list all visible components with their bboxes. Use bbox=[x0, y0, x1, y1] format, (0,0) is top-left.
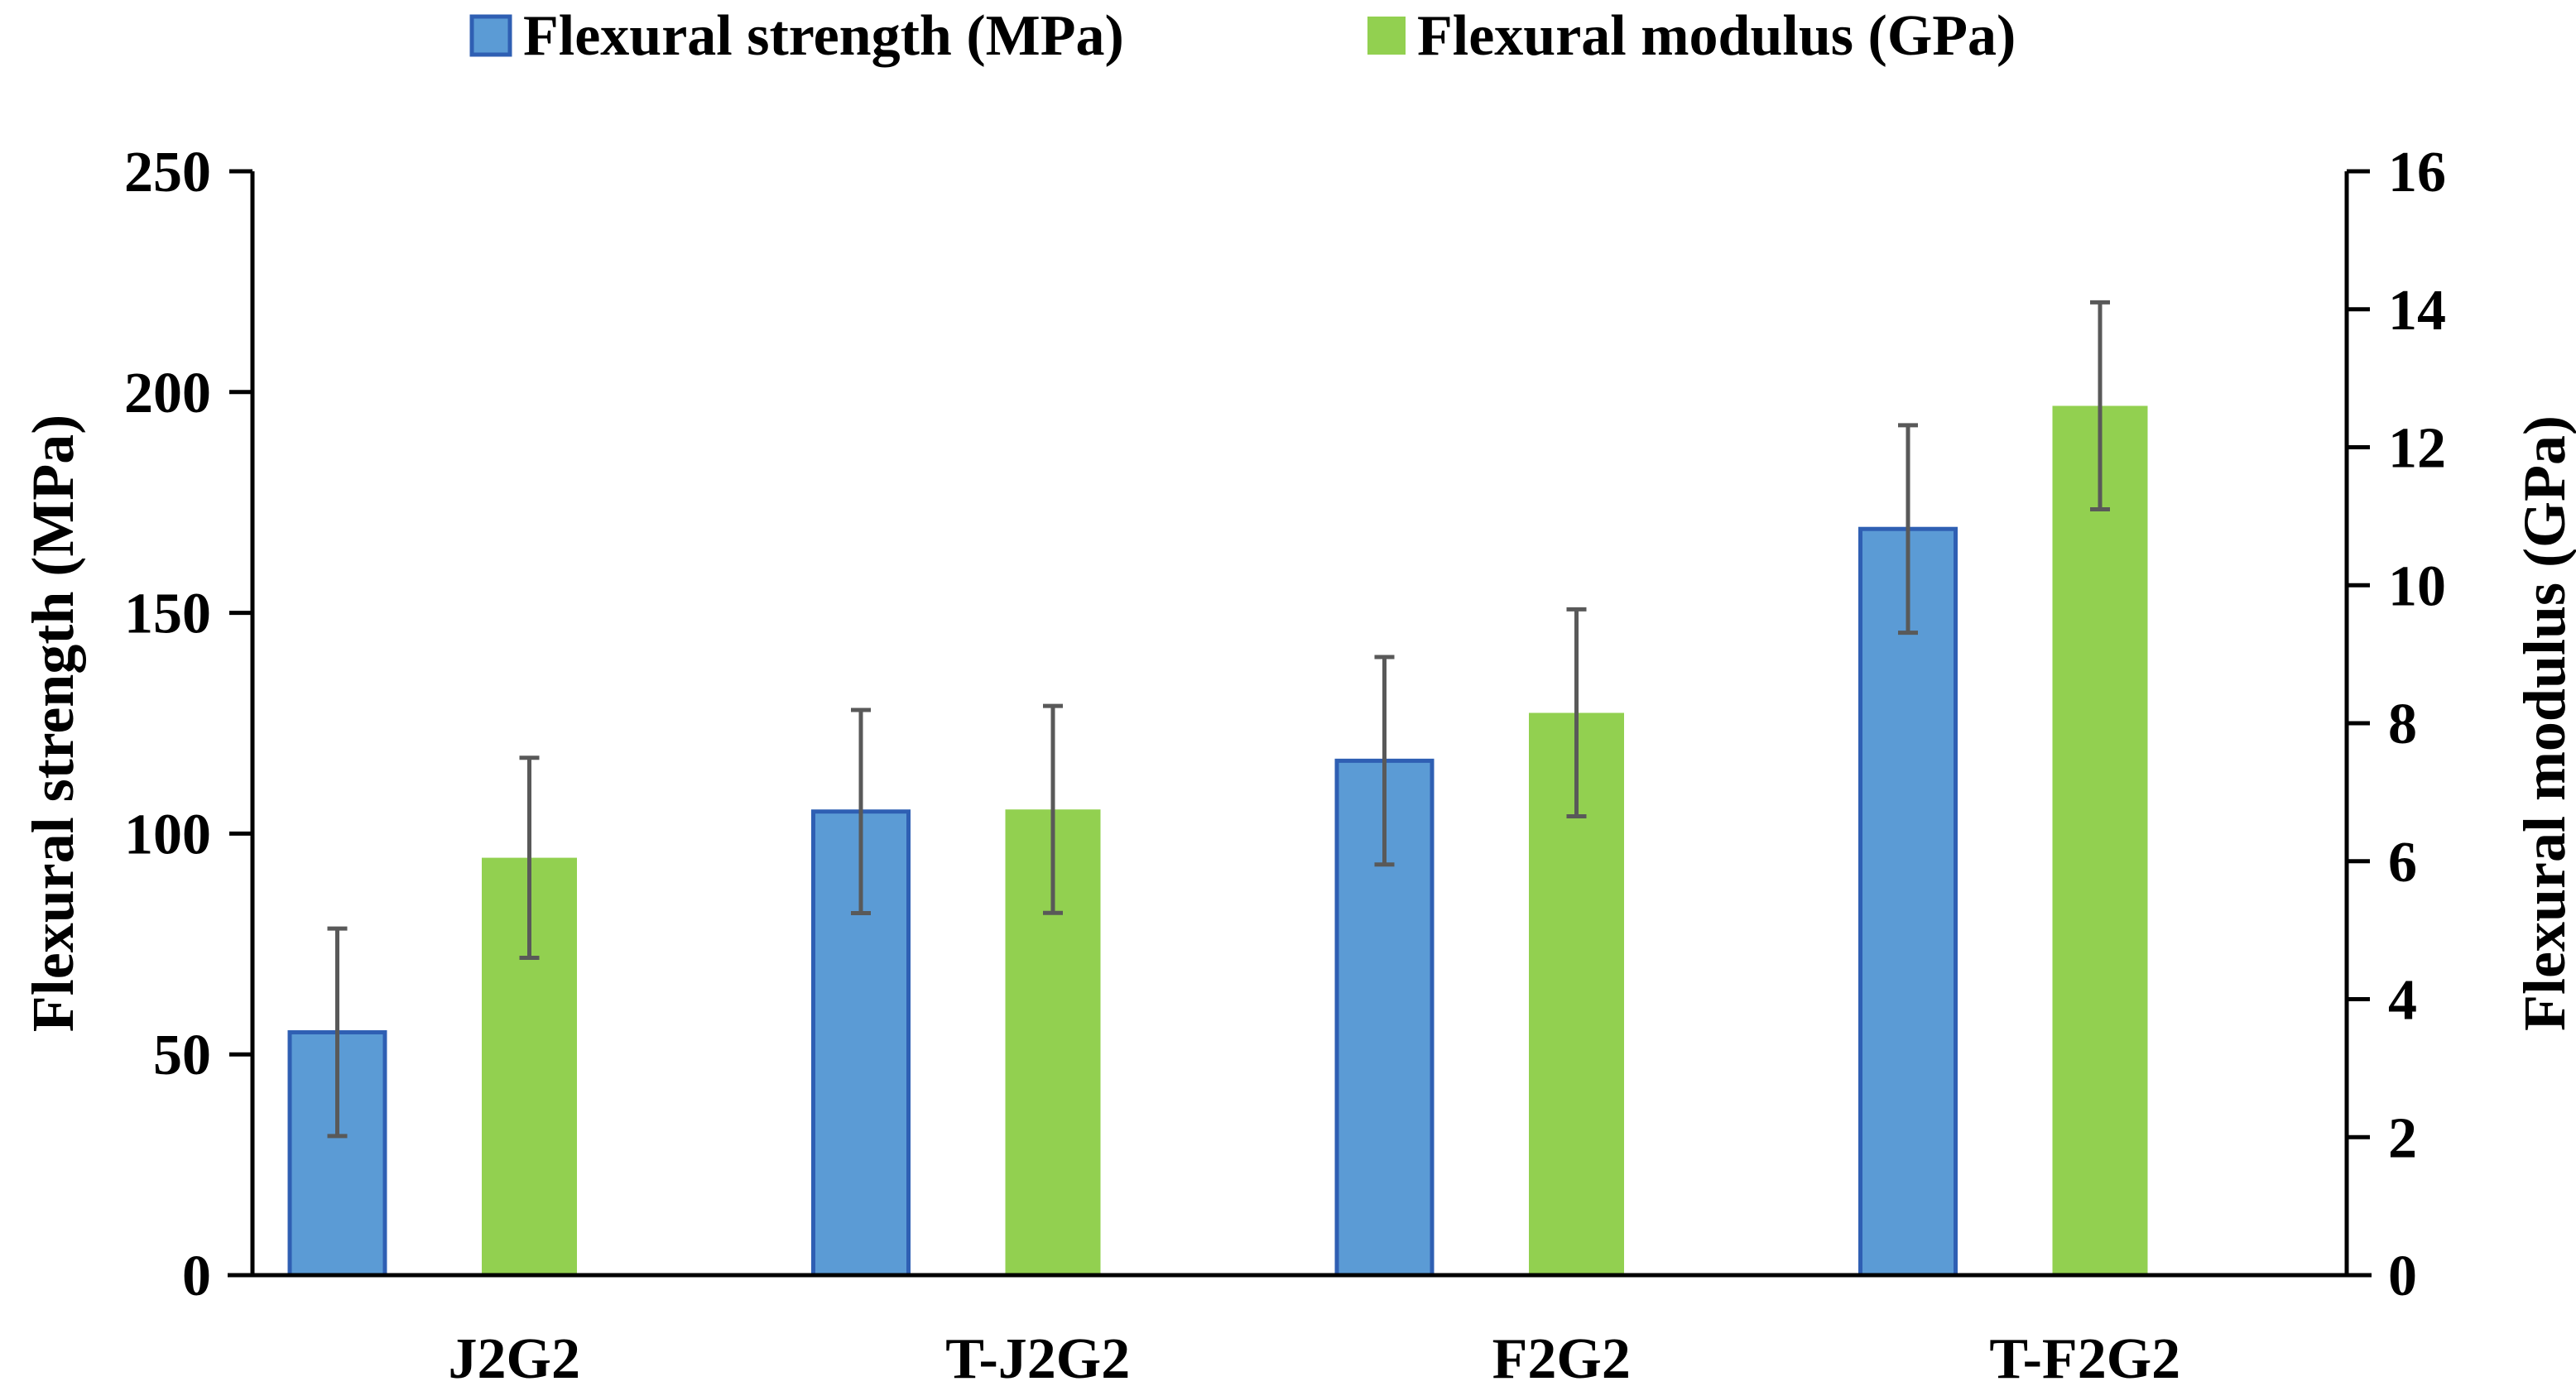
right-tick-label: 12 bbox=[2388, 417, 2446, 481]
left-tick-label: 50 bbox=[153, 1024, 211, 1087]
left-tick-label: 100 bbox=[124, 803, 211, 866]
legend-swatch-strength bbox=[469, 14, 512, 57]
left-tick-label: 0 bbox=[182, 1245, 211, 1308]
bar-strength-t-f2g2 bbox=[1858, 526, 1958, 1278]
right-tick-label: 14 bbox=[2388, 279, 2446, 343]
right-tick-label: 0 bbox=[2388, 1245, 2417, 1308]
right-tick-label: 6 bbox=[2388, 831, 2417, 895]
left-tick-label: 150 bbox=[124, 583, 211, 646]
category-label-t-f2g2: T-F2G2 bbox=[1989, 1327, 2180, 1391]
right-axis-title: Flexural modulus (GPa) bbox=[2511, 415, 2576, 1031]
right-tick-label: 10 bbox=[2388, 554, 2446, 618]
right-tick-label: 4 bbox=[2388, 969, 2417, 1033]
right-tick-label: 8 bbox=[2388, 693, 2417, 756]
bar-modulus-t-f2g2 bbox=[2052, 405, 2148, 1276]
legend-label-modulus: Flexural modulus (GPa) bbox=[1417, 4, 2016, 68]
right-tick-label: 2 bbox=[2388, 1106, 2417, 1170]
category-label-j2g2: J2G2 bbox=[449, 1327, 580, 1391]
category-label-t-j2g2: T-J2G2 bbox=[945, 1327, 1130, 1391]
right-tick-label: 16 bbox=[2388, 141, 2446, 204]
category-label-f2g2: F2G2 bbox=[1492, 1327, 1631, 1391]
left-tick-label: 200 bbox=[124, 362, 211, 425]
left-axis-title: Flexural strength (MPa) bbox=[20, 415, 86, 1033]
left-tick-label: 250 bbox=[124, 141, 211, 204]
legend-swatch-modulus bbox=[1367, 17, 1406, 55]
legend-label-strength: Flexural strength (MPa) bbox=[523, 4, 1124, 68]
